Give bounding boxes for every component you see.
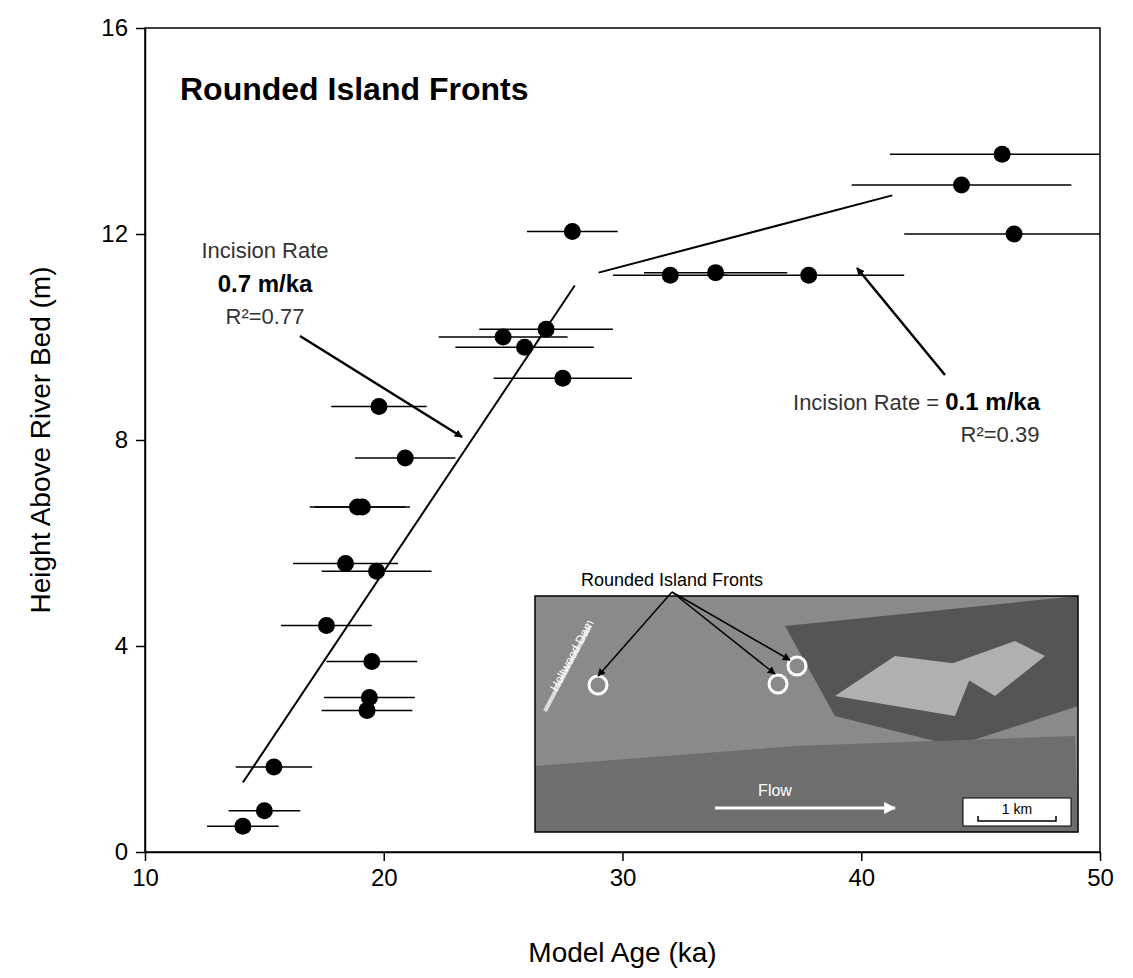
data-point — [397, 450, 414, 467]
y-tick: 0 — [115, 838, 145, 865]
y-tick-mark — [136, 234, 145, 236]
annotation-text: Incision Rate = 0.1 m/ka — [793, 388, 1041, 415]
y-tick-label: 0 — [115, 838, 128, 865]
inset-marker — [769, 675, 787, 693]
annotation-part: 0.1 m/ka — [945, 388, 1040, 415]
annotation-text: R²=0.39 — [961, 422, 1040, 447]
data-point — [337, 555, 354, 572]
x-axis-title: Model Age (ka) — [528, 937, 716, 968]
data-point — [318, 617, 335, 634]
fit-line — [243, 286, 575, 783]
data-point — [662, 267, 679, 284]
x-tick-label: 30 — [610, 864, 637, 891]
x-tick: 10 — [132, 852, 159, 891]
data-point — [495, 329, 512, 346]
inset-frame — [535, 596, 1078, 832]
data-point — [800, 267, 817, 284]
y-tick: 4 — [115, 632, 145, 659]
x-tick: 50 — [1087, 852, 1114, 891]
title: Rounded Island Fronts — [180, 71, 528, 107]
x-tick-mark — [145, 852, 147, 861]
y-tick: 16 — [101, 14, 145, 41]
plot: 10 20 30 40 50 0 4 8 12 16 — [101, 14, 1124, 891]
x-tick-mark — [1100, 852, 1102, 861]
chart: 10 20 30 40 50 0 4 8 12 16 Rounded Island Fronts Mo… — [0, 0, 1133, 978]
y-axis-title: Height Above River Bed (m) — [25, 266, 56, 613]
data-point — [953, 177, 970, 194]
x-tick-mark — [384, 852, 386, 861]
x-tick-label: 40 — [848, 864, 875, 891]
inset-background — [535, 596, 1078, 832]
y-tick-label: 12 — [101, 220, 128, 247]
inset-flow-arrow — [715, 807, 895, 810]
annotation-part: Incision Rate = — [793, 390, 945, 415]
data-point — [564, 223, 581, 240]
error-bar — [904, 233, 1100, 235]
plot-frame — [145, 28, 1100, 852]
annotation-text: Incision Rate — [201, 238, 328, 263]
inset-islands — [835, 641, 1045, 716]
data-point — [707, 264, 724, 281]
y-tick-mark — [136, 646, 145, 648]
marks — [207, 146, 1100, 835]
x-tick: 20 — [371, 852, 398, 891]
x-tick: 30 — [610, 852, 637, 891]
annotation-text: 0.7 m/ka — [218, 270, 313, 297]
x-tick-mark — [861, 852, 863, 861]
y-tick: 12 — [101, 220, 145, 247]
inset-label: 1 km — [1002, 801, 1032, 817]
inset-label: Holtwood Dam — [547, 617, 596, 693]
inset-marker — [788, 657, 806, 675]
y-tick-mark — [136, 440, 145, 442]
data-point — [354, 498, 371, 515]
data-point — [994, 146, 1011, 163]
inset-arrow — [672, 592, 775, 674]
y-tick-label: 8 — [115, 426, 128, 453]
x-tick-label: 50 — [1087, 864, 1114, 891]
inset-label: Flow — [758, 782, 792, 799]
y-tick-label: 16 — [101, 14, 128, 41]
y-axis: 0 4 8 12 16 — [101, 14, 145, 865]
data-point — [363, 653, 380, 670]
inset-scale-box — [963, 798, 1071, 826]
x-axis: 10 20 30 40 50 — [132, 852, 1114, 891]
x-tick-mark — [622, 852, 624, 861]
y-tick-mark — [136, 28, 145, 30]
y-tick-label: 4 — [115, 632, 128, 659]
x-tick-label: 10 — [132, 864, 159, 891]
data-point — [554, 370, 571, 387]
inset-arrow — [598, 592, 672, 676]
inset-land — [535, 736, 1078, 832]
inset-scale-bar — [978, 816, 1056, 821]
inset-arrow — [672, 592, 790, 660]
x-tick-label: 20 — [371, 864, 398, 891]
annotation-text: R²=0.77 — [226, 304, 305, 329]
data-point — [265, 759, 282, 776]
annotation-arrow — [857, 268, 945, 375]
fit-line — [599, 195, 893, 272]
inset-title: Rounded Island Fronts — [581, 570, 763, 590]
x-tick: 40 — [848, 852, 875, 891]
data-point — [359, 702, 376, 719]
y-tick-mark — [136, 852, 145, 854]
inset-river — [785, 596, 1078, 746]
data-point — [368, 563, 385, 580]
inset — [535, 596, 1078, 832]
y-tick: 8 — [115, 426, 145, 453]
data-point — [234, 818, 251, 835]
annotation-arrow — [300, 336, 462, 437]
data-point — [1006, 226, 1023, 243]
data-point — [370, 398, 387, 415]
inset-marker — [589, 676, 607, 694]
data-point — [256, 802, 273, 819]
